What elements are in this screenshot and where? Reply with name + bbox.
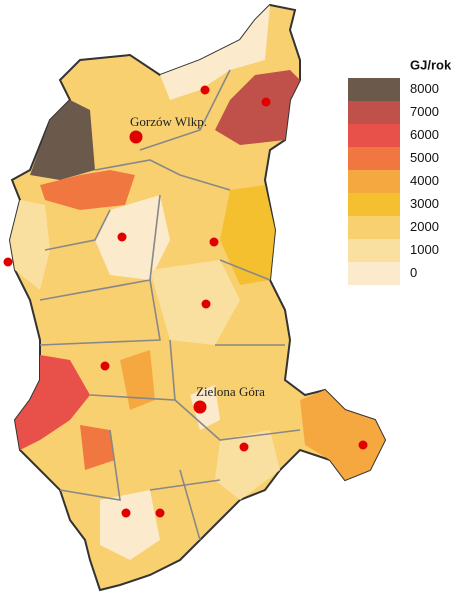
region <box>220 185 275 285</box>
legend-swatch <box>348 262 400 285</box>
region-map: Gorzów Wlkp. Zielona Góra <box>3 3 387 592</box>
town-dot <box>358 440 368 450</box>
legend-swatch <box>348 239 400 262</box>
region <box>215 70 300 145</box>
city-label: Zielona Góra <box>196 384 265 399</box>
legend: GJ/rok 8000 7000 6000 5000 4000 3000 2000 1000 0 <box>348 57 452 285</box>
legend-swatch <box>348 193 400 216</box>
region <box>215 430 280 500</box>
county-borders <box>39 69 301 541</box>
region <box>15 355 90 450</box>
region <box>10 200 50 290</box>
town-dot <box>209 237 219 247</box>
legend-label: 2000 <box>410 219 439 234</box>
region <box>100 490 160 560</box>
legend-label: 8000 <box>410 81 439 96</box>
town-dot <box>261 97 271 107</box>
town-dot <box>3 257 13 267</box>
legend-label: 6000 <box>410 127 439 142</box>
region <box>30 100 95 180</box>
legend-swatch <box>348 216 400 239</box>
region <box>150 260 240 345</box>
legend-label: 4000 <box>410 173 439 188</box>
region <box>40 170 135 210</box>
city-label: Gorzów Wlkp. <box>130 114 207 129</box>
legend-swatch <box>348 147 400 170</box>
town-dot <box>121 508 131 518</box>
region <box>80 425 115 470</box>
legend-label: 7000 <box>410 104 439 119</box>
town-dot <box>239 442 249 452</box>
legend-label: 1000 <box>410 242 439 257</box>
region <box>160 5 270 100</box>
legend-label: 5000 <box>410 150 439 165</box>
legend-swatch <box>348 124 400 147</box>
region <box>120 350 155 410</box>
town-dot <box>155 508 165 518</box>
legend-label: 3000 <box>410 196 439 211</box>
region <box>300 390 385 480</box>
legend-title: GJ/rok <box>410 57 452 72</box>
town-dot <box>100 361 110 371</box>
legend-label: 0 <box>410 265 417 280</box>
region <box>95 195 170 280</box>
town-dot <box>200 85 210 95</box>
legend-swatch <box>348 101 400 124</box>
town-dot <box>201 299 211 309</box>
town-dot <box>117 232 127 242</box>
city-dot <box>193 400 207 414</box>
legend-swatch <box>348 170 400 193</box>
city-dot <box>129 130 143 144</box>
legend-swatch <box>348 78 400 101</box>
